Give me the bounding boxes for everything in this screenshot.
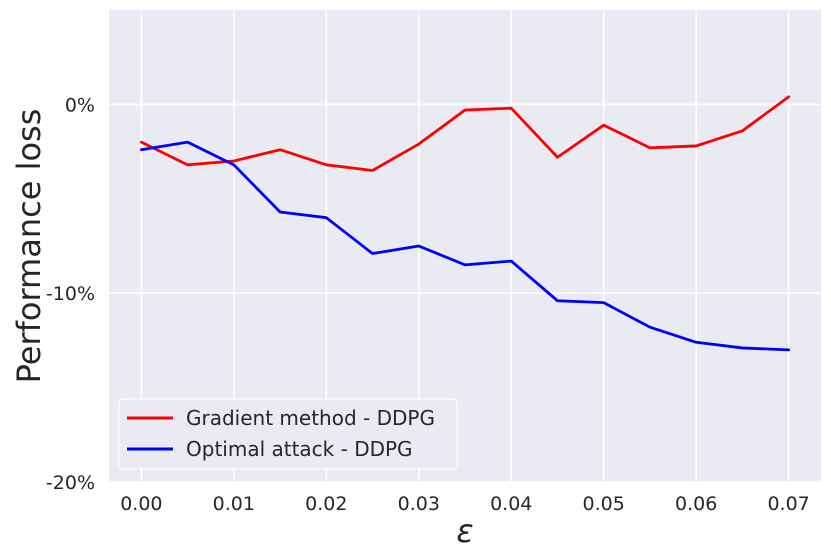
x-tick-label: 0.02 [305, 493, 347, 515]
y-tick-labels: 0% -10% -20% [46, 94, 95, 494]
legend-label-optimal-attack: Optimal attack - DDPG [186, 437, 413, 461]
y-tick-label: -10% [46, 283, 95, 305]
legend-label-gradient-method: Gradient method - DDPG [186, 406, 435, 430]
x-tick-label: 0.06 [675, 493, 717, 515]
x-tick-label: 0.05 [583, 493, 625, 515]
x-tick-label: 0.04 [490, 493, 532, 515]
x-axis-title: ε [456, 512, 473, 550]
x-tick-labels: 0.00 0.01 0.02 0.03 0.04 0.05 0.06 0.07 [120, 493, 810, 515]
x-tick-label: 0.00 [120, 493, 162, 515]
grid-layer [109, 10, 821, 483]
x-tick-label: 0.01 [213, 493, 255, 515]
legend: Gradient method - DDPG Optimal attack - … [118, 398, 458, 470]
series-line-gradient-method [139, 95, 791, 172]
x-tick-label: 0.03 [398, 493, 440, 515]
y-axis-title: Performance loss [10, 109, 48, 384]
y-tick-label: 0% [65, 94, 95, 116]
series-line-optimal-attack [139, 140, 791, 352]
y-tick-label: -20% [46, 472, 95, 494]
x-tick-label: 0.07 [767, 493, 809, 515]
series-layer [139, 95, 791, 352]
legend-box [118, 398, 458, 470]
